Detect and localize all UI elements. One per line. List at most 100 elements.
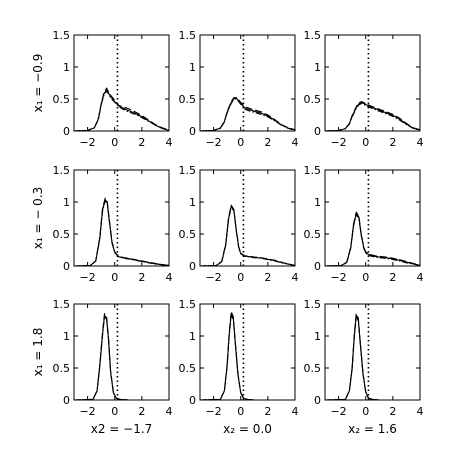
series-line-dash-dot <box>325 316 420 400</box>
x-tick-label: 2 <box>264 405 271 418</box>
y-tick-label: 0.5 <box>179 228 197 241</box>
y-tick-label: 0 <box>314 394 321 407</box>
x-tick-label: 2 <box>264 136 271 149</box>
x-tick-label: 4 <box>292 271 299 284</box>
y-tick-label: 1 <box>314 61 321 74</box>
x-tick-label: 4 <box>417 405 424 418</box>
y-tick-label: 1.5 <box>179 29 197 42</box>
y-tick-label: 0.5 <box>53 362 71 375</box>
series-line-solid <box>74 314 169 400</box>
panel-r0-c1: −2 0 2 4 0 0.5 1 1.5 <box>179 29 299 149</box>
series-line-dashed <box>325 313 420 400</box>
y-tick-label: 1.5 <box>304 164 322 177</box>
y-tick-label: 1.5 <box>53 298 71 311</box>
panel-r1-c1: −2 0 2 4 0 0.5 1 1.5 <box>179 164 299 284</box>
row-label-1: x₁ = − 0.3 <box>31 187 45 250</box>
series-line-solid <box>200 313 295 400</box>
x-tick-label: 0 <box>111 136 118 149</box>
y-tick-label: 0 <box>314 260 321 273</box>
y-tick-label: 1 <box>189 330 196 343</box>
x-tick-label: 0 <box>237 405 244 418</box>
y-tick-label: 1 <box>189 196 196 209</box>
y-tick-label: 0 <box>63 260 70 273</box>
column-label-1: x₂ = 0.0 <box>223 422 272 436</box>
x-tick-label: 0 <box>362 271 369 284</box>
x-tick-label: 4 <box>292 405 299 418</box>
y-tick-label: 0 <box>189 394 196 407</box>
row-label-0: x₁ = −0.9 <box>31 54 45 113</box>
panel-r0-c2: −2 0 2 4 0 0.5 1 1.5 <box>304 29 424 149</box>
series-line-solid <box>74 89 169 131</box>
series-line-dashed <box>325 211 420 266</box>
panel-r2-c0: −2 0 2 4 0 0.5 1 1.5 <box>53 298 173 418</box>
column-label-0: x2 = −1.7 <box>91 422 153 436</box>
panel-r2-c1: −2 0 2 4 0 0.5 1 1.5 <box>179 298 299 418</box>
y-tick-label: 1.5 <box>53 29 71 42</box>
y-tick-label: 1.5 <box>304 29 322 42</box>
series-line-solid <box>200 97 295 131</box>
series-line-solid <box>200 205 295 266</box>
y-tick-label: 0 <box>314 125 321 138</box>
x-tick-label: 0 <box>362 405 369 418</box>
x-tick-label: 2 <box>389 271 396 284</box>
x-tick-label: 4 <box>292 136 299 149</box>
series-line-dash-dot <box>200 314 295 400</box>
axes-box <box>324 34 421 132</box>
series-line-dash-dot <box>200 206 295 266</box>
x-tick-label: 4 <box>417 136 424 149</box>
y-tick-label: 0.5 <box>304 362 322 375</box>
panel-r0-c0: −2 0 2 4 0 0.5 1 1.5 <box>53 29 173 149</box>
x-tick-label: −2 <box>330 136 346 149</box>
y-tick-label: 1 <box>314 196 321 209</box>
y-tick-label: 0.5 <box>53 228 71 241</box>
axes-box <box>199 169 296 267</box>
x-tick-label: 4 <box>166 405 173 418</box>
axes-box <box>324 169 421 267</box>
x-tick-label: −2 <box>205 136 221 149</box>
x-tick-label: 0 <box>111 271 118 284</box>
panel-r1-c2: −2 0 2 4 0 0.5 1 1.5 <box>304 164 424 284</box>
x-tick-label: −2 <box>330 271 346 284</box>
y-tick-label: 1 <box>314 330 321 343</box>
y-tick-label: 0.5 <box>53 93 71 106</box>
series-line-dash-dot <box>325 214 420 266</box>
series-line-dashed <box>74 197 169 266</box>
x-tick-label: −2 <box>205 271 221 284</box>
x-tick-label: 0 <box>111 405 118 418</box>
series-line-solid <box>325 314 420 400</box>
series-line-dashed <box>200 97 295 131</box>
y-tick-label: 1.5 <box>53 164 71 177</box>
y-tick-label: 1.5 <box>304 298 322 311</box>
x-tick-label: 4 <box>166 136 173 149</box>
series-line-dash-dot <box>200 98 295 131</box>
axes-box <box>73 34 170 132</box>
axes-box <box>199 303 296 401</box>
y-tick-label: 1 <box>63 330 70 343</box>
series-line-dashed <box>74 313 169 400</box>
x-tick-label: 4 <box>166 271 173 284</box>
y-tick-label: 0 <box>63 394 70 407</box>
x-tick-label: −2 <box>205 405 221 418</box>
series-line-solid <box>325 212 420 266</box>
x-tick-label: 4 <box>417 271 424 284</box>
y-tick-label: 0.5 <box>304 93 322 106</box>
series-line-dashed <box>200 311 295 400</box>
axes-box <box>324 303 421 401</box>
x-tick-label: −2 <box>79 136 95 149</box>
y-tick-label: 1.5 <box>179 298 197 311</box>
x-tick-label: 0 <box>237 271 244 284</box>
x-tick-label: 0 <box>362 136 369 149</box>
x-tick-label: −2 <box>330 405 346 418</box>
y-tick-label: 0.5 <box>179 93 197 106</box>
y-tick-label: 0.5 <box>304 228 322 241</box>
row-label-2: x₁ = 1.8 <box>31 328 45 377</box>
x-tick-label: 2 <box>389 405 396 418</box>
x-tick-label: −2 <box>79 405 95 418</box>
column-label-2: x₂ = 1.6 <box>348 422 397 436</box>
series-line-solid <box>74 198 169 266</box>
x-tick-label: −2 <box>79 271 95 284</box>
y-tick-label: 1.5 <box>179 164 197 177</box>
axes-box <box>73 169 170 267</box>
panel-r2-c2: −2 0 2 4 0 0.5 1 1.5 <box>304 298 424 418</box>
x-tick-label: 2 <box>138 136 145 149</box>
